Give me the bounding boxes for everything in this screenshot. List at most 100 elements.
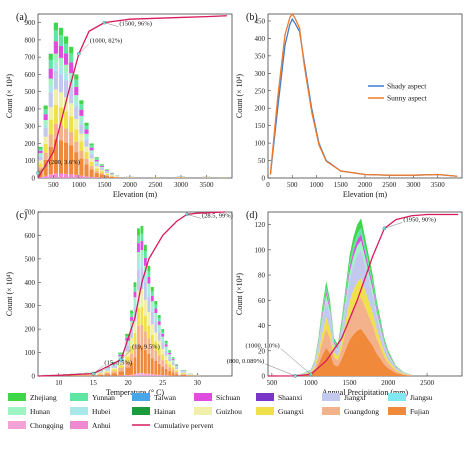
panel-2-ytick-label: 450 <box>255 17 266 25</box>
panel-3-bar-guangdong <box>118 368 124 372</box>
panel-1-bar-fujian <box>43 159 48 176</box>
panel-3-bar-guizhou <box>97 372 104 374</box>
panel-3-xtick-label: 20 <box>125 379 133 387</box>
panel-1-bar-anhui <box>38 177 43 178</box>
panel-1-bar-zhejiang <box>74 74 79 80</box>
panel-1-bar-jiangxi <box>99 168 104 171</box>
panel-3-annotation-text: (28.5, 99%) <box>202 212 233 219</box>
panel-3-bar-guangxi <box>104 371 111 373</box>
panel-3-bar-fujian <box>83 375 90 376</box>
panel-3-bar-jiangxi <box>125 345 131 352</box>
panel-3-bar-guizhou <box>143 299 147 316</box>
panel-3-bar-sichuan <box>104 367 111 369</box>
panel-1-bar-guangdong <box>79 150 84 159</box>
panel-4-area-fujian <box>295 328 412 376</box>
panel-4-area-jiangxi <box>295 249 412 376</box>
legend-swatch-taiwan <box>132 393 150 401</box>
panel-3-bar-fujian <box>90 375 97 376</box>
panel-1-bar-guizhou <box>58 92 64 108</box>
panel-3-bar-guangdong <box>154 350 158 362</box>
panel-3-bar-chongqing <box>130 374 133 376</box>
panel-1-frame <box>37 13 233 179</box>
panel-3-bar-zhejiang <box>150 286 154 292</box>
panel-1-ylabel: Count (× 10⁴) <box>5 74 14 119</box>
panel-3-bar-sichuan <box>150 295 154 302</box>
panel-1-bar-fujian <box>94 172 99 178</box>
panel-2-series-shady <box>269 17 458 177</box>
panel-2-xtick-label: 500 <box>287 181 298 189</box>
panel-1-bar-hubei <box>63 73 69 81</box>
panel-2-ytick-label: 300 <box>255 70 266 78</box>
panel-3-xtick-label: 15 <box>90 379 98 387</box>
panel-2-xtick-label: 1500 <box>334 181 349 189</box>
panel-3-ytick-label: 400 <box>25 279 36 287</box>
panel-3-bar-guizhou <box>161 348 165 355</box>
panel-1-bar-yunnan <box>84 125 89 130</box>
panel-3-bar-hunan <box>171 360 175 362</box>
panel-1-bar-guangxi <box>89 161 94 166</box>
legend-label-cumulative: Cumulative pervent <box>154 421 214 430</box>
panel-1-bar-hubei <box>48 86 53 93</box>
panel-1-bar-guangdong <box>38 167 43 171</box>
panel-3-bar-fujian <box>161 366 165 376</box>
panel-4-xtick-label: 1500 <box>342 379 357 387</box>
panel-1-bar-fujian <box>74 152 79 175</box>
panel-3-bar-guangdong <box>161 360 165 367</box>
panel-1-bar-guangdong <box>63 128 69 143</box>
panel-3-bar-guangxi <box>161 354 165 361</box>
panel-1-bar-guizhou <box>53 89 58 105</box>
panel-3-bar-zhejiang <box>171 357 175 359</box>
panel-3-bar-chongqing <box>157 374 161 376</box>
panel-3-bar-yunnan <box>118 353 124 355</box>
panel-1-bar-fujian <box>89 169 94 177</box>
panel-4-xtick-label: 500 <box>267 379 278 387</box>
panel-1-bar-sichuan <box>48 68 53 79</box>
panel-2-xtick-label: 3500 <box>431 181 446 189</box>
panel-3-bar-hunan <box>130 320 133 325</box>
panel-3-bar-fujian <box>168 370 172 376</box>
panel-3-bar-yunnan <box>161 331 165 334</box>
panel-3-bar-guizhou <box>147 312 151 326</box>
panel-3-bar-jiangxi <box>180 371 187 373</box>
panel-1-bar-guangxi <box>74 129 79 142</box>
panel-3-bar-yunnan <box>140 233 144 242</box>
panel-3-bar-yunnan <box>157 318 161 322</box>
legend-swatch-shaanxi <box>256 393 274 401</box>
panel-2-xtick-label: 3000 <box>407 181 422 189</box>
panel-3-bar-guangdong <box>97 374 104 375</box>
panel-2-xtick-label: 1000 <box>310 181 325 189</box>
panel-3-bar-hubei <box>175 366 178 368</box>
panel-1-bar-jiangxi <box>84 139 89 147</box>
panel-3-ylabel: Count (× 10⁴) <box>5 272 14 317</box>
panel-1-bar-guangxi <box>48 119 53 135</box>
panel-1-bar-hunan <box>74 95 79 102</box>
panel-3-bar-hubei <box>104 368 111 370</box>
legend-swatch-hubei <box>70 407 88 415</box>
panel-3-bar-yunnan <box>164 342 168 345</box>
panel-1-bar-guizhou <box>84 146 89 153</box>
panel-1-bar-guangxi <box>63 111 69 129</box>
panel-1-bar-zhejiang <box>38 146 43 149</box>
panel-3-bar-yunnan <box>133 286 137 292</box>
panel-3-bar-guangxi <box>137 308 140 326</box>
panel-1-bar-sichuan <box>94 159 99 162</box>
panel-1-bar-hubei <box>84 137 89 140</box>
legend-swatch-guangdong <box>322 407 340 415</box>
panel-3-bar-chongqing <box>137 373 140 376</box>
panel-1-bar-hunan <box>69 73 74 81</box>
panel-3-bar-hunan <box>147 283 151 291</box>
panel-4-area-guangdong <box>295 297 412 376</box>
panel-3-bar-hubei <box>161 339 165 343</box>
legend-label-guizhou: Guizhou <box>216 407 242 416</box>
panel-1-bar-guizhou <box>38 160 43 164</box>
panel-3-bar-zhejiang <box>161 329 165 332</box>
panel-1-bar-anhui <box>84 176 89 178</box>
panel-3-ytick-label: 300 <box>25 302 36 310</box>
panel-1-bar-hunan <box>58 57 64 67</box>
panel-1-bar-sichuan <box>58 45 64 58</box>
panel-3-bar-hubei <box>171 361 175 363</box>
panel-1-bar-zhejiang <box>84 122 89 126</box>
panel-1-bar-fujian <box>53 139 58 174</box>
panel-3-bar-guangdong <box>130 353 133 363</box>
panel-1-bar-fujian <box>99 174 104 178</box>
